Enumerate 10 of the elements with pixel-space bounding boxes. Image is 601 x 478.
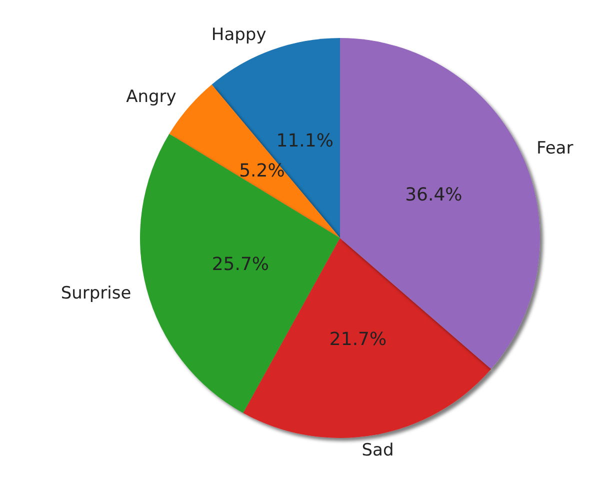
slice-label: Happy <box>211 24 266 45</box>
data-label: 25.7% <box>212 254 270 275</box>
slice-label: Sad <box>362 440 394 461</box>
slice-label: Fear <box>536 138 574 158</box>
data-label: 36.4% <box>405 184 462 206</box>
data-label: 5.2% <box>239 160 285 182</box>
slice-label: Angry <box>126 87 176 108</box>
data-label: 11.1% <box>276 130 334 152</box>
data-label: 21.7% <box>329 328 387 350</box>
slice-label: Surprise <box>60 283 132 304</box>
